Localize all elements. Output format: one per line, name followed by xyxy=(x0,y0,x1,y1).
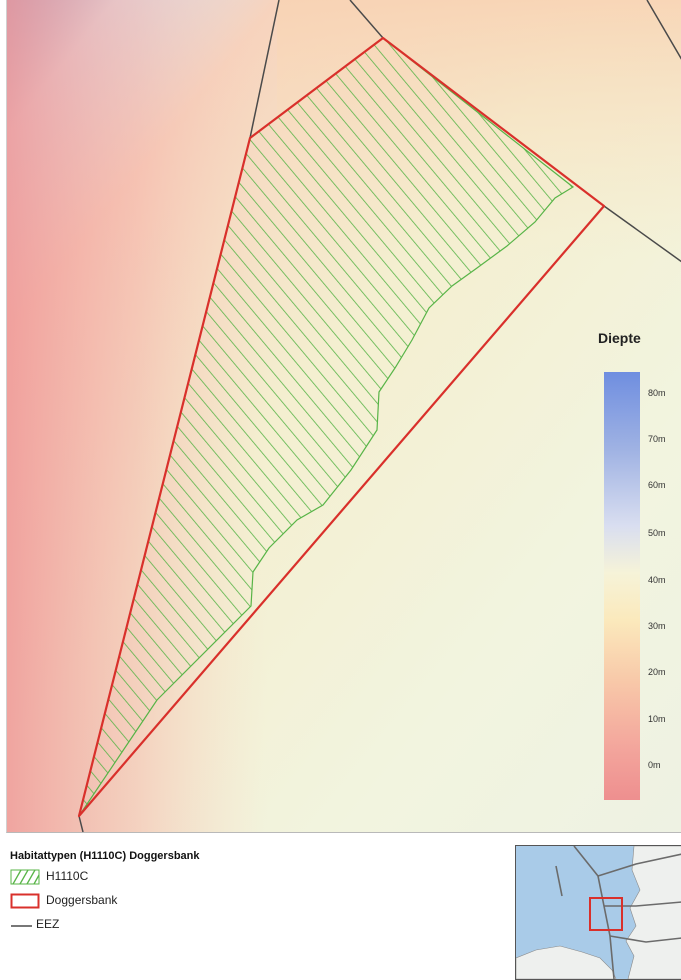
habitat-h1110c-area xyxy=(78,37,575,817)
depth-legend: Diepte 80m 70m 60m 50m 40m 30m 20m 10m 0… xyxy=(596,330,681,810)
legend-label-doggersbank: Doggersbank xyxy=(46,893,118,907)
map-legend: Habitattypen (H1110C) Doggersbank H1110C… xyxy=(10,850,430,934)
eez-line-northeast xyxy=(646,0,681,60)
depth-tick-10m: 10m xyxy=(648,714,666,724)
doggersbank-outline xyxy=(77,36,606,818)
depth-tick-40m: 40m xyxy=(648,575,666,585)
inset-doggersbank-marker xyxy=(589,897,623,931)
red-outline-icon xyxy=(10,893,40,909)
depth-tick-20m: 20m xyxy=(648,667,666,677)
gray-line-icon xyxy=(11,925,32,927)
depth-map xyxy=(6,0,681,833)
depth-tick-60m: 60m xyxy=(648,480,666,490)
depth-tick-0m: 0m xyxy=(648,760,661,770)
legend-item-doggersbank: Doggersbank xyxy=(10,890,430,910)
legend-label-h1110c: H1110C xyxy=(46,869,89,883)
green-hatch-icon xyxy=(10,869,40,885)
legend-item-eez: EEZ xyxy=(10,914,430,934)
legend-title: Habitattypen (H1110C) Doggersbank xyxy=(10,850,200,862)
inset-land-south xyxy=(516,945,617,979)
depth-legend-title: Diepte xyxy=(598,330,641,346)
eez-lines xyxy=(78,0,681,832)
map-canvas xyxy=(7,0,681,832)
overview-inset-map xyxy=(515,845,681,980)
legend-label-eez: EEZ xyxy=(36,917,60,931)
depth-tick-70m: 70m xyxy=(648,434,666,444)
inset-canvas xyxy=(516,846,681,979)
depth-tick-80m: 80m xyxy=(648,388,666,398)
eez-line-north xyxy=(349,0,384,39)
depth-color-bar xyxy=(604,372,640,800)
eez-line-east xyxy=(603,205,681,263)
legend-item-h1110c: H1110C xyxy=(10,866,430,886)
inset-land-east xyxy=(625,846,681,979)
depth-tick-30m: 30m xyxy=(648,621,666,631)
depth-tick-50m: 50m xyxy=(648,528,666,538)
eez-line-west xyxy=(249,0,280,139)
inset-eez-lines xyxy=(555,846,681,979)
eez-line-south xyxy=(78,815,84,832)
